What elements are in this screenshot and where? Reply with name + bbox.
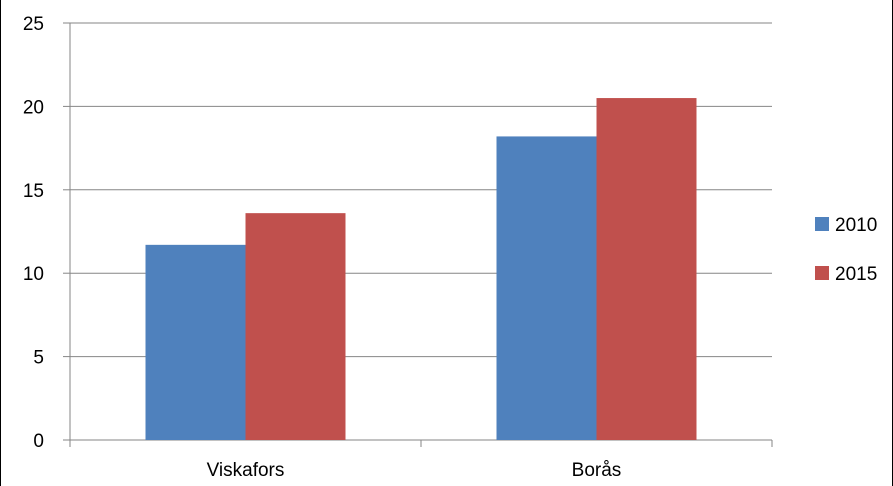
- bar-2010-Viskafors: [145, 244, 246, 440]
- bar-2015-Borås: [596, 98, 697, 440]
- legend-label-2010: 2010: [835, 215, 877, 236]
- bar-2015-Viskafors: [245, 213, 346, 440]
- y-tick-label-25: 25: [23, 14, 44, 35]
- y-tick-label-0: 0: [33, 431, 44, 452]
- y-tick-label-15: 15: [23, 181, 44, 202]
- legend-swatch-2010: [815, 217, 829, 231]
- legend-swatch-2015: [815, 266, 829, 280]
- y-tick-label-20: 20: [23, 97, 44, 118]
- x-tick-label-Borås: Borås: [572, 460, 622, 481]
- y-tick-label-10: 10: [23, 264, 44, 285]
- y-tick-label-5: 5: [33, 348, 44, 369]
- x-tick-label-Viskafors: Viskafors: [207, 460, 285, 481]
- bar-2010-Borås: [496, 136, 597, 440]
- legend-label-2015: 2015: [835, 264, 877, 285]
